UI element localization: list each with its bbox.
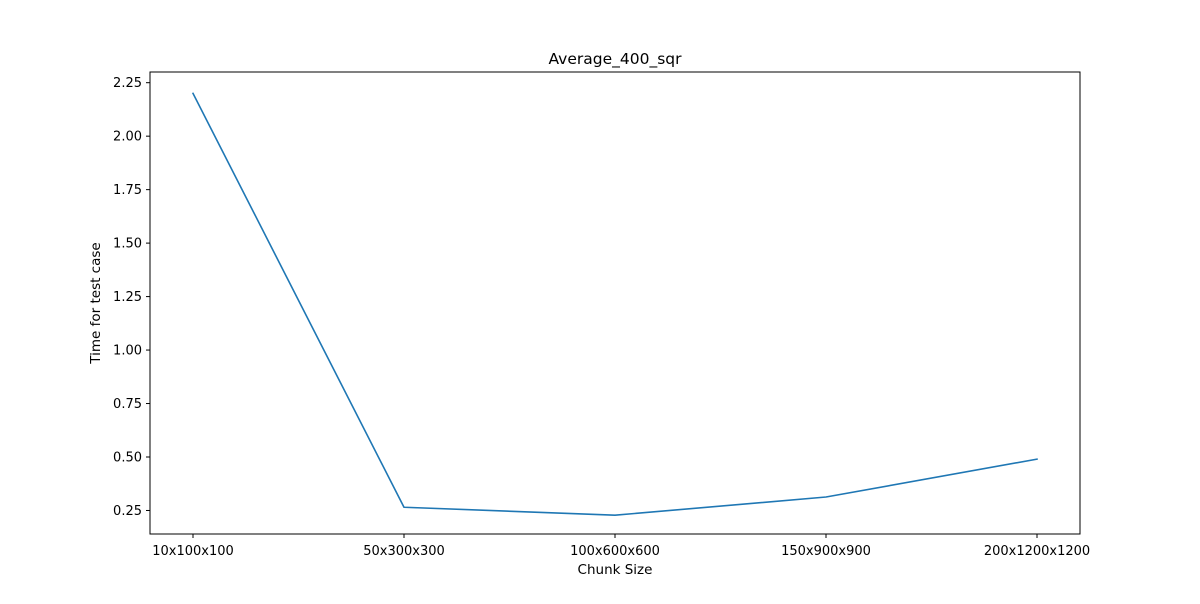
- y-tick-label: 2.25: [113, 76, 142, 91]
- y-tick-label: 0.75: [113, 397, 142, 412]
- x-axis-label: Chunk Size: [578, 562, 653, 578]
- y-tick-label: 0.50: [113, 451, 142, 466]
- chart-title: Average_400_sqr: [548, 50, 682, 69]
- x-tick-label: 10x100x100: [152, 544, 234, 559]
- plot-frame: [150, 72, 1080, 534]
- y-tick-label: 0.25: [113, 504, 142, 519]
- y-tick-label: 1.00: [113, 344, 142, 359]
- plot-area: 0.25 0.50 0.75 1.00 1.25 1.50 1.75 2.00 2.25 10x1…: [113, 76, 1090, 559]
- x-tick-label: 100x600x600: [570, 544, 660, 559]
- y-axis-label: Time for test case: [88, 242, 104, 364]
- x-tick-label: 150x900x900: [781, 544, 871, 559]
- y-tick-label: 1.50: [113, 237, 142, 252]
- x-tick-label: 200x1200x1200: [984, 544, 1090, 559]
- y-tick-label: 1.75: [113, 183, 142, 198]
- x-tick-label: 50x300x300: [363, 544, 445, 559]
- series-line: [193, 93, 1037, 515]
- y-tick-label: 1.25: [113, 290, 142, 305]
- y-tick-label: 2.00: [113, 130, 142, 145]
